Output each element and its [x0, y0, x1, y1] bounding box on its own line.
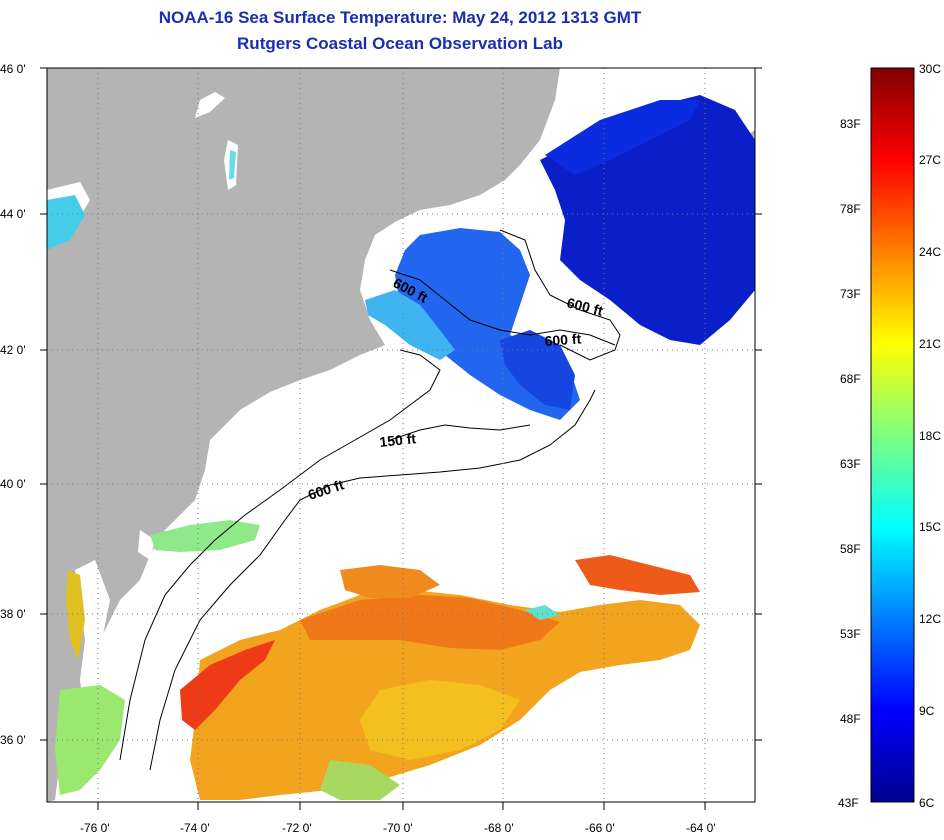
colorbar-f-label: 48F — [840, 712, 861, 726]
colorbar-c-label: 21C — [919, 337, 941, 351]
lat-label: 38 0' — [0, 607, 26, 621]
sst-patch-coastal-cyan-ny — [47, 195, 85, 250]
sst-patch-gulfmaine-deep — [500, 330, 575, 410]
sst-patch-cyan-patch — [525, 605, 560, 620]
sst-patch-cold-bayfundy — [545, 100, 700, 175]
lon-label: -72 0' — [282, 821, 312, 835]
contour-label: 600 ft — [544, 330, 582, 349]
sst-patch-chesapeake-yellow — [66, 570, 85, 660]
bay — [138, 530, 155, 560]
contour-line-150ft — [119, 349, 441, 761]
lat-label: 44 0' — [0, 207, 26, 221]
colorbar: 30C 27C 24C 21C 18C 15C 12C 9C 6C 83F 78… — [838, 62, 941, 810]
colorbar-c-label: 15C — [919, 520, 941, 534]
sst-patch-warm-orange-band — [300, 595, 560, 650]
lake — [195, 92, 225, 118]
sst-patch-coastal-cyan — [365, 290, 455, 360]
map-plot-area — [47, 68, 755, 802]
map-title: NOAA-16 Sea Surface Temperature: May 24,… — [158, 8, 642, 27]
lat-label: 42 0' — [0, 343, 26, 357]
sst-patch-warm-north — [340, 565, 440, 598]
colorbar-celsius-labels: 30C 27C 24C 21C 18C 15C 12C 9C 6C — [919, 62, 941, 810]
contour-line-shelf — [389, 424, 531, 441]
lon-label: -76 0' — [80, 821, 110, 835]
map-frame — [46, 67, 756, 803]
lon-label: -68 0' — [484, 821, 514, 835]
lon-label: -66 0' — [585, 821, 615, 835]
lat-label: 46 0' — [0, 62, 26, 76]
colorbar-fahrenheit-labels: 83F 78F 73F 68F 63F 58F 53F 48F 43F — [838, 117, 861, 810]
colorbar-f-label: 53F — [840, 627, 861, 641]
colorbar-f-label: 78F — [840, 202, 861, 216]
sst-patch-shelf-green-south — [55, 685, 125, 795]
lon-label: -64 0' — [686, 821, 716, 835]
bay — [75, 560, 110, 720]
colorbar-f-label: 73F — [840, 287, 861, 301]
colorbar-f-label: 43F — [838, 796, 859, 810]
sst-patch-warm-south-green — [320, 760, 400, 800]
sst-patch-lake-cyan — [229, 150, 236, 180]
colorbar-c-label: 27C — [919, 153, 941, 167]
colorbar-f-label: 68F — [840, 372, 861, 386]
sst-patch-warm-east — [575, 555, 700, 595]
contour-line-600ft — [149, 389, 596, 771]
colorbar-c-label: 24C — [919, 245, 941, 259]
map-subtitle: Rutgers Coastal Ocean Observation Lab — [237, 34, 563, 53]
contour-line-gulfmaine — [389, 269, 616, 346]
sst-patch-warm-yellow — [360, 680, 520, 760]
lat-label: 40 0' — [0, 477, 26, 491]
colorbar-c-label: 6C — [919, 796, 935, 810]
colorbar-f-label: 63F — [840, 457, 861, 471]
contour-line-georges — [499, 229, 621, 361]
colorbar-c-label: 9C — [919, 704, 935, 718]
grid — [47, 68, 755, 802]
contour-label: 150 ft — [379, 430, 417, 450]
colorbar-c-label: 30C — [919, 62, 941, 76]
land-mainland — [47, 68, 755, 802]
lat-label: 36 0' — [0, 733, 26, 747]
colorbar-f-label: 58F — [840, 542, 861, 556]
lon-label: -74 0' — [180, 821, 210, 835]
colorbar-c-label: 12C — [919, 612, 941, 626]
colorbar-f-label: 83F — [840, 117, 861, 131]
lon-label: -70 0' — [383, 821, 413, 835]
bathymetry-contours — [119, 229, 621, 771]
sst-patch-warm-red — [180, 640, 275, 730]
sst-patch-shelf-green — [150, 520, 260, 552]
longitude-axis: -76 0' -74 0' -72 0' -70 0' -68 0' -66 0… — [80, 802, 716, 835]
colorbar-c-label: 18C — [919, 429, 941, 443]
colorbar-gradient — [870, 67, 915, 803]
latitude-axis: 46 0' 44 0' 42 0' 40 0' 38 0' 36 0' — [0, 62, 762, 747]
